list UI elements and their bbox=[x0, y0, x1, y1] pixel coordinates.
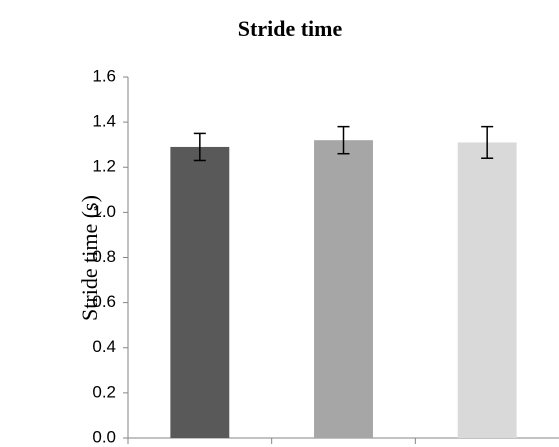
bar bbox=[314, 140, 373, 439]
y-tick-label: 1.0 bbox=[92, 202, 116, 221]
y-tick-label: 0.6 bbox=[92, 292, 116, 311]
y-axis-label: Stride time (s) bbox=[77, 195, 102, 321]
y-tick-label: 1.4 bbox=[92, 112, 116, 131]
chart-title: Stride time bbox=[238, 16, 343, 41]
y-tick-label: 0.0 bbox=[92, 427, 116, 446]
y-tick-label: 1.6 bbox=[92, 66, 116, 85]
error-bar bbox=[481, 125, 494, 159]
bar bbox=[457, 142, 517, 438]
error-bar bbox=[337, 125, 350, 155]
bar bbox=[170, 146, 230, 438]
y-tick-label: 0.8 bbox=[92, 247, 116, 266]
error-bar bbox=[193, 132, 206, 162]
y-tick-label: 0.4 bbox=[92, 337, 116, 356]
y-tick-label: 1.2 bbox=[92, 157, 116, 176]
y-tick-label: 0.2 bbox=[92, 382, 116, 401]
